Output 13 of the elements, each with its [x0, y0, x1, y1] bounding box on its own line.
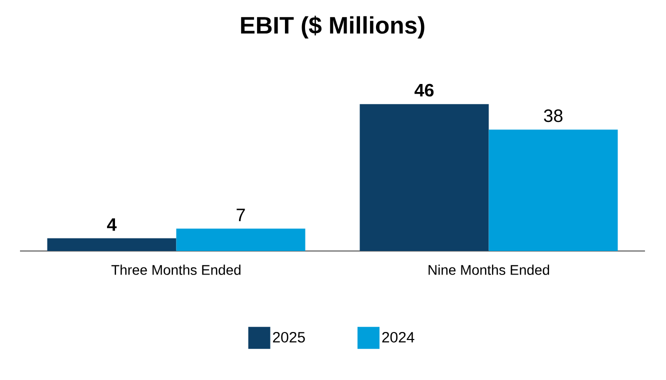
- data-label: 4: [107, 218, 117, 231]
- bar: [176, 228, 306, 251]
- x-tick-label: Nine Months Ended: [428, 264, 550, 275]
- bar: [488, 130, 618, 251]
- data-label: 38: [544, 109, 562, 122]
- bar: [47, 238, 176, 251]
- chart-title: EBIT ($ Millions): [241, 16, 424, 38]
- legend-label: 2025: [273, 332, 305, 343]
- data-label: 46: [414, 84, 434, 97]
- data-label: 7: [236, 208, 245, 222]
- legend-label: 2024: [382, 332, 414, 343]
- x-tick-label: Three Months Ended: [111, 264, 240, 275]
- bar: [360, 104, 489, 251]
